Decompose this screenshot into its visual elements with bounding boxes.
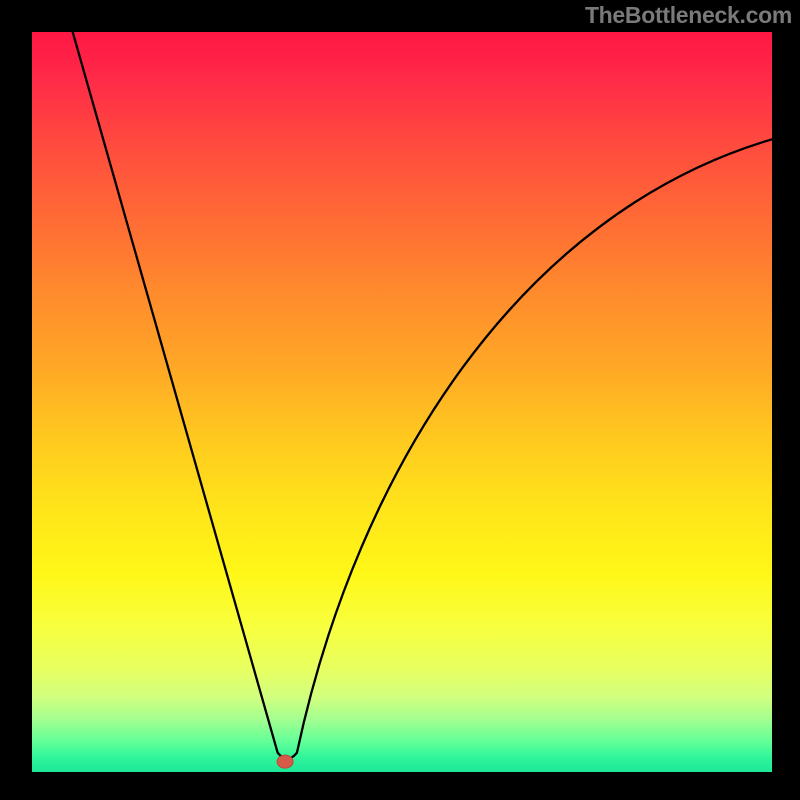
optimal-point-marker xyxy=(277,755,293,768)
plot-area xyxy=(32,32,772,772)
plot-svg xyxy=(32,32,772,772)
gradient-background xyxy=(32,32,772,772)
watermark-text: TheBottleneck.com xyxy=(585,2,792,29)
chart-container: TheBottleneck.com xyxy=(0,0,800,800)
